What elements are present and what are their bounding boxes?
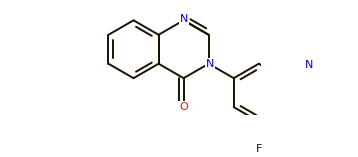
Text: N: N bbox=[305, 60, 313, 70]
Text: O: O bbox=[179, 102, 188, 112]
Text: N: N bbox=[179, 14, 188, 24]
Text: F: F bbox=[256, 144, 262, 154]
Text: N: N bbox=[206, 59, 214, 69]
